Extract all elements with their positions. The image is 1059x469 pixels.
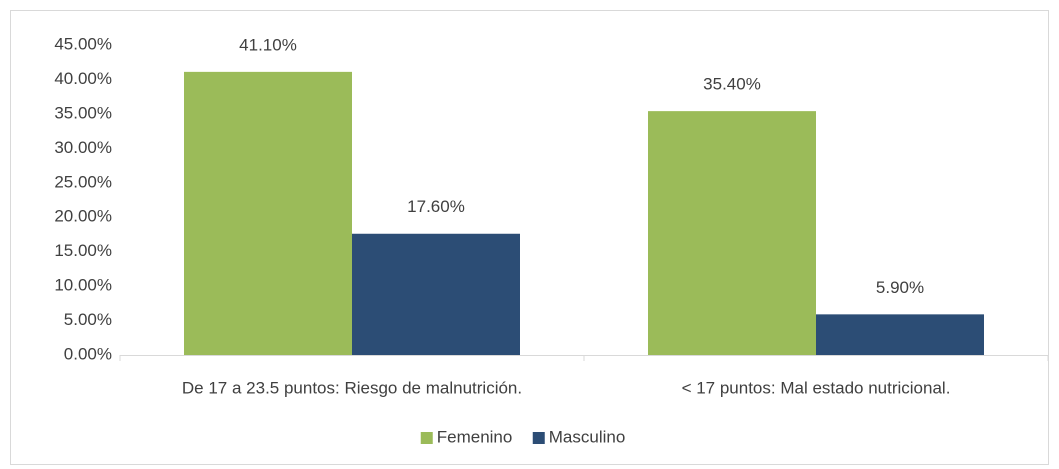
- x-tick-label: < 17 puntos: Mal estado nutricional.: [682, 378, 951, 397]
- data-label: 17.60%: [407, 197, 465, 216]
- legend-label: Masculino: [549, 427, 626, 446]
- y-tick-label: 35.00%: [54, 103, 112, 122]
- bar: [352, 233, 520, 355]
- y-tick-label: 5.00%: [64, 310, 112, 329]
- legend-swatch: [532, 432, 545, 444]
- legend-swatch: [420, 432, 433, 444]
- x-tick-label: De 17 a 23.5 puntos: Riesgo de malnutric…: [182, 378, 522, 397]
- y-tick-label: 25.00%: [54, 172, 112, 191]
- bar: [184, 71, 352, 355]
- y-tick-label: 10.00%: [54, 276, 112, 295]
- legend-label: Femenino: [437, 427, 513, 446]
- data-label: 5.90%: [876, 278, 924, 297]
- y-tick-label: 15.00%: [54, 241, 112, 260]
- bar: [816, 314, 984, 355]
- y-tick-label: 30.00%: [54, 138, 112, 157]
- y-tick-label: 40.00%: [54, 69, 112, 88]
- bar: [648, 111, 816, 355]
- data-label: 35.40%: [703, 75, 761, 94]
- data-label: 41.10%: [239, 35, 297, 54]
- y-tick-label: 0.00%: [64, 344, 112, 363]
- chart-border: [10, 10, 1049, 465]
- y-tick-label: 20.00%: [54, 207, 112, 226]
- y-tick-label: 45.00%: [54, 34, 112, 53]
